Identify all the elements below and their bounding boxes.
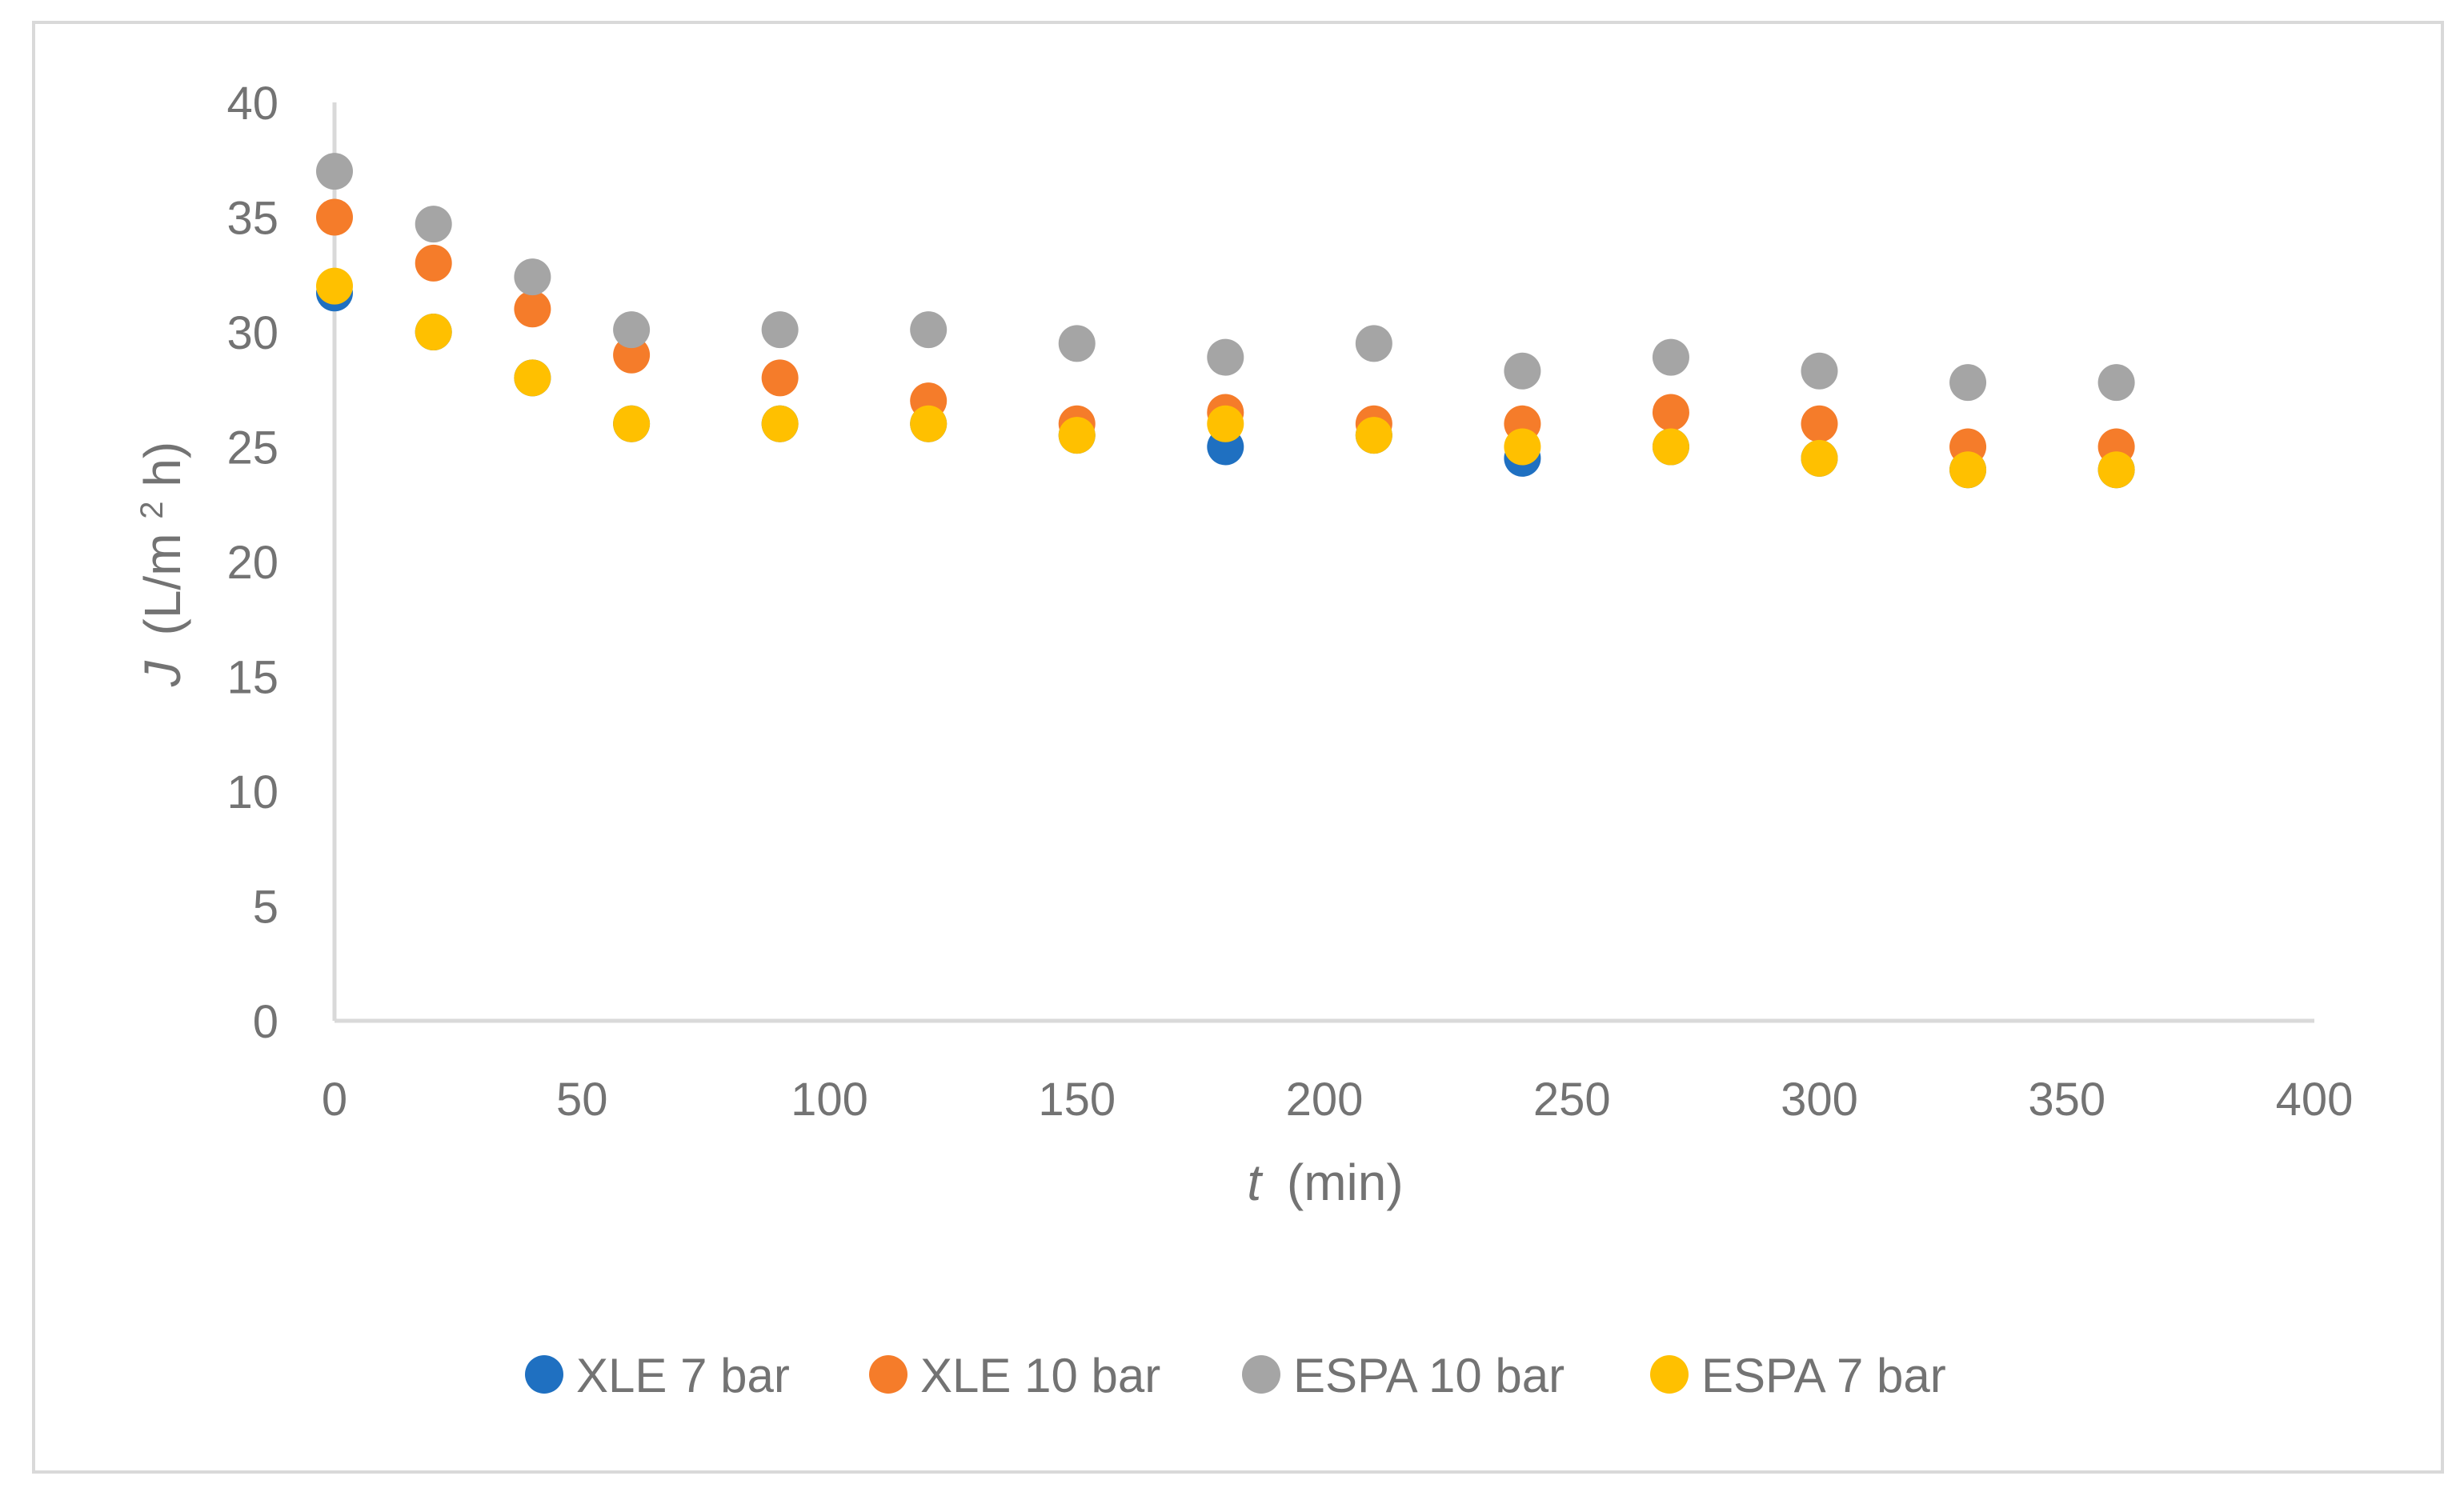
point-xle-10-bar	[514, 290, 551, 328]
y-tick-label: 25	[226, 422, 278, 474]
point-espa-10-bar	[316, 153, 353, 190]
point-espa-10-bar	[1355, 325, 1392, 362]
x-axis-label-variable: t	[1247, 1154, 1263, 1211]
point-espa-7-bar	[1355, 417, 1392, 454]
point-xle-10-bar	[1652, 394, 1689, 431]
point-espa-7-bar	[1652, 428, 1689, 466]
point-espa-10-bar	[1058, 325, 1096, 362]
x-axis-label-unit: (min)	[1287, 1154, 1404, 1211]
point-espa-7-bar	[316, 267, 353, 305]
legend-marker-xle-7-bar	[525, 1355, 563, 1394]
point-espa-10-bar	[910, 311, 948, 349]
x-tick-label: 150	[1038, 1074, 1116, 1126]
point-espa-10-bar	[613, 311, 651, 349]
x-tick-label: 250	[1533, 1074, 1611, 1126]
x-tick-label: 50	[556, 1074, 608, 1126]
y-tick-label: 15	[226, 652, 278, 704]
x-axis-label: t (min)	[1247, 1154, 1403, 1211]
chart-border	[32, 21, 2444, 1474]
point-espa-10-bar	[1949, 364, 1987, 402]
point-espa-7-bar	[1504, 428, 1541, 466]
point-espa-10-bar	[2097, 364, 2135, 402]
legend-label-xle-10-bar: XLE 10 bar	[920, 1349, 1160, 1402]
legend-label-espa-7-bar: ESPA 7 bar	[1701, 1349, 1946, 1402]
y-tick-label: 40	[226, 78, 278, 130]
y-tick-label: 30	[226, 307, 278, 359]
point-espa-7-bar	[1801, 439, 1838, 477]
x-tick-label: 350	[2028, 1074, 2105, 1126]
y-tick-label: 20	[226, 537, 278, 589]
point-espa-10-bar	[514, 258, 551, 296]
point-espa-10-bar	[761, 311, 799, 349]
point-espa-7-bar	[1949, 451, 1987, 489]
y-axis-label-superscript: 2	[134, 501, 170, 518]
point-espa-7-bar	[514, 359, 551, 397]
point-xle-10-bar	[1801, 405, 1838, 442]
y-axis-label-unit: (L/m	[134, 533, 191, 635]
point-xle-10-bar	[761, 359, 799, 397]
point-espa-7-bar	[613, 405, 651, 442]
x-tick-labels: 0 50 100 150 200 250 300 350 400	[322, 1074, 2354, 1126]
point-espa-7-bar	[1058, 417, 1096, 454]
y-tick-label: 35	[226, 193, 278, 245]
point-xle-10-bar	[316, 198, 353, 236]
x-tick-label: 300	[1781, 1074, 1858, 1126]
y-tick-label: 0	[253, 996, 278, 1048]
point-espa-10-bar	[415, 206, 452, 243]
x-tick-label: 200	[1286, 1074, 1364, 1126]
point-espa-10-bar	[1504, 352, 1541, 390]
x-tick-label: 0	[322, 1074, 347, 1126]
data-points	[316, 153, 2135, 489]
legend-marker-espa-7-bar	[1650, 1355, 1689, 1394]
point-espa-7-bar	[1207, 405, 1244, 442]
point-espa-10-bar	[1207, 338, 1244, 376]
x-tick-label: 100	[791, 1074, 868, 1126]
x-tick-label: 400	[2276, 1074, 2354, 1126]
legend-label-espa-10-bar: ESPA 10 bar	[1293, 1349, 1565, 1402]
point-espa-10-bar	[1652, 338, 1689, 376]
y-tick-labels: 0 5 10 15 20 25 30 35 40	[226, 78, 278, 1048]
point-espa-10-bar	[1801, 352, 1838, 390]
point-xle-10-bar	[613, 336, 651, 374]
y-tick-label: 10	[226, 766, 278, 818]
y-axis-label-variable: J	[134, 660, 191, 687]
legend-marker-xle-10-bar	[869, 1355, 907, 1394]
point-espa-7-bar	[761, 405, 799, 442]
point-xle-10-bar	[415, 244, 452, 282]
legend: XLE 7 bar XLE 10 bar ESPA 10 bar ESPA 7 bar	[525, 1349, 1946, 1402]
point-espa-7-bar	[2097, 451, 2135, 489]
legend-marker-espa-10-bar	[1242, 1355, 1280, 1394]
legend-label-xle-7-bar: XLE 7 bar	[576, 1349, 790, 1402]
point-espa-7-bar	[910, 405, 948, 442]
y-tick-label: 5	[253, 882, 278, 934]
point-espa-7-bar	[415, 314, 452, 350]
y-axis-label-unit-end: h)	[134, 442, 191, 487]
y-axis-label: J (L/m 2 h)	[134, 442, 191, 688]
